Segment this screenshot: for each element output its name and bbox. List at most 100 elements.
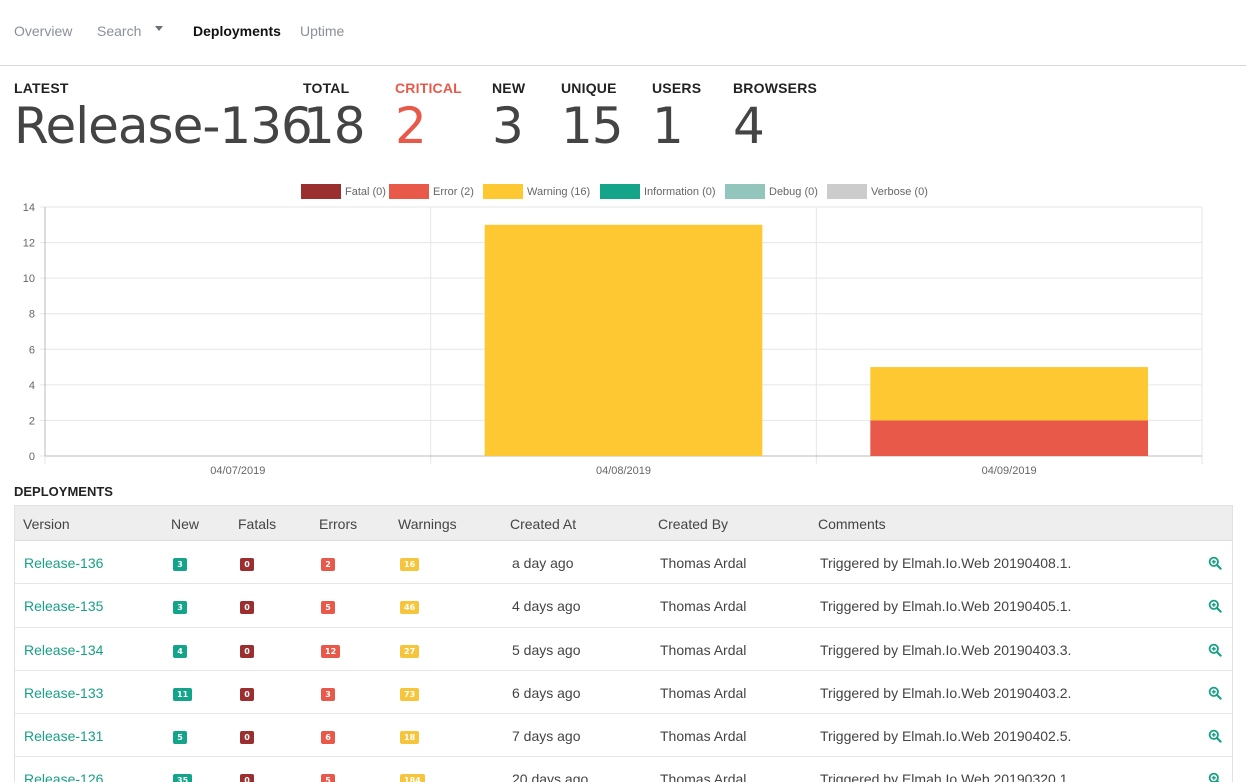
- new-badge: 5: [173, 731, 187, 745]
- stat-total: TOTAL 18: [303, 80, 366, 155]
- warnings-badge: 46: [400, 601, 420, 615]
- comments: Triggered by Elmah.Io.Web 20190405.1.: [820, 598, 1072, 615]
- y-tick-label: 4: [29, 380, 35, 392]
- stat-latest-label: LATEST: [14, 80, 69, 96]
- created-at: 6 days ago: [512, 684, 581, 701]
- stat-total-label: TOTAL: [303, 80, 350, 96]
- deployments-chart: 0 2 4 6 8 10 12 14 04/07/2019 04/08/2019 04/09/201…: [23, 184, 1203, 477]
- legend-entry: Fatal (0): [345, 186, 386, 198]
- stat-unique-value: 15: [561, 97, 624, 155]
- warnings-badge: 16: [400, 558, 420, 571]
- errors-badge: 3: [321, 687, 335, 701]
- y-tick-label: 10: [23, 273, 35, 285]
- version-link[interactable]: Release-126: [24, 771, 104, 782]
- version-link[interactable]: Release-131: [24, 728, 104, 745]
- tab-overview[interactable]: Overview: [14, 23, 73, 39]
- col-new[interactable]: New: [171, 516, 200, 532]
- legend-entry: Debug (0): [769, 186, 818, 198]
- errors-badge: 6: [321, 731, 335, 745]
- bar: [484, 224, 763, 456]
- table-row[interactable]: Release-135 3 0 5 46 4 days ago Thomas Ardal Tr…: [15, 584, 1232, 628]
- stat-users: USERS 1: [652, 80, 702, 155]
- stat-new-label: NEW: [492, 80, 526, 96]
- fatals-badge: 0: [240, 687, 254, 701]
- version-link[interactable]: Release-134: [24, 641, 104, 658]
- y-tick-label: 6: [29, 344, 35, 356]
- col-created-at[interactable]: Created At: [510, 516, 577, 532]
- comments: Triggered by Elmah.Io.Web 20190403.2.: [820, 684, 1072, 701]
- tab-uptime[interactable]: Uptime: [300, 23, 345, 39]
- col-created-by[interactable]: Created By: [658, 516, 729, 532]
- warnings-badge: 27: [400, 644, 420, 658]
- fatals-badge: 0: [240, 558, 254, 571]
- table-body: Release-136 3 0 2 16 a day ago Thomas Ardal Tri…: [15, 541, 1232, 782]
- new-badge: 11: [173, 687, 193, 701]
- errors-badge: 2: [321, 558, 335, 571]
- version-link[interactable]: Release-133: [24, 684, 104, 701]
- table-row[interactable]: Release-131 5 0 6 18 7 days ago Thomas Ardal Tr…: [15, 714, 1232, 758]
- version-link[interactable]: Release-136: [24, 555, 104, 571]
- stat-latest: LATEST Release-136: [14, 80, 313, 155]
- stat-unique-label: UNIQUE: [561, 80, 617, 96]
- comments: Triggered by Elmah.Io.Web 20190403.3.: [820, 641, 1072, 658]
- stat-users-value: 1: [652, 97, 684, 155]
- stat-unique: UNIQUE 15: [561, 80, 624, 155]
- zoom-in-icon[interactable]: [1208, 556, 1222, 570]
- fatals-badge: 0: [240, 644, 254, 658]
- zoom-in-icon[interactable]: [1208, 729, 1222, 743]
- stat-users-label: USERS: [652, 80, 702, 96]
- deployments-table: Version New Fatals Errors Warnings Creat…: [14, 505, 1233, 782]
- deployments-title: DEPLOYMENTS: [14, 484, 113, 499]
- col-errors[interactable]: Errors: [319, 516, 358, 532]
- tab-deployments[interactable]: Deployments: [193, 23, 281, 39]
- errors-badge: 5: [321, 774, 335, 782]
- comments: Triggered by Elmah.Io.Web 20190402.5.: [820, 728, 1072, 745]
- warnings-badge: 184: [400, 774, 425, 782]
- table-row[interactable]: Release-133 11 0 3 73 6 days ago Thomas Ardal T…: [15, 671, 1232, 715]
- stat-critical-label: CRITICAL: [395, 80, 462, 96]
- version-link[interactable]: Release-135: [24, 598, 104, 615]
- table-header: Version New Fatals Errors Warnings Creat…: [15, 506, 1232, 541]
- col-version[interactable]: Version: [23, 516, 70, 532]
- y-tick-label: 0: [29, 451, 35, 463]
- fatals-badge: 0: [240, 601, 254, 615]
- created-by: Thomas Ardal: [660, 684, 747, 701]
- table-row[interactable]: Release-134 4 0 12 27 5 days ago Thomas Ardal T…: [15, 628, 1232, 671]
- stat-critical-value: 2: [395, 97, 427, 155]
- zoom-in-icon[interactable]: [1208, 599, 1222, 613]
- created-at: a day ago: [512, 555, 574, 571]
- table-row[interactable]: Release-136 3 0 2 16 a day ago Thomas Ardal Tri…: [15, 541, 1232, 585]
- legend-entry: Information (0): [644, 186, 716, 198]
- warnings-badge: 73: [400, 687, 420, 701]
- y-tick-label: 8: [29, 309, 35, 321]
- zoom-in-icon[interactable]: [1208, 643, 1222, 657]
- comments: Triggered by Elmah.Io.Web 20190408.1.: [820, 555, 1072, 571]
- col-warnings[interactable]: Warnings: [398, 516, 457, 532]
- x-tick-label: 04/09/2019: [982, 465, 1037, 477]
- legend-swatch: [389, 184, 429, 199]
- y-tick-label: 12: [23, 238, 35, 250]
- stat-total-value: 18: [303, 97, 366, 155]
- stat-new-value: 3: [492, 97, 524, 155]
- zoom-in-icon[interactable]: [1208, 772, 1222, 782]
- chevron-down-icon[interactable]: [155, 26, 163, 31]
- created-by: Thomas Ardal: [660, 771, 747, 782]
- new-badge: 3: [173, 601, 187, 615]
- errors-badge: 12: [321, 644, 341, 658]
- errors-badge: 5: [321, 601, 335, 615]
- new-badge: 3: [173, 558, 187, 571]
- legend-entry: Error (2): [433, 186, 474, 198]
- new-badge: 4: [173, 644, 187, 658]
- stat-browsers: BROWSERS 4: [733, 80, 817, 155]
- table-row[interactable]: Release-126 35 0 5 184 20 days ago Thomas Arda…: [15, 757, 1232, 782]
- col-fatals[interactable]: Fatals: [238, 516, 277, 532]
- zoom-in-icon[interactable]: [1208, 686, 1222, 700]
- created-by: Thomas Ardal: [660, 598, 747, 615]
- fatals-badge: 0: [240, 774, 254, 782]
- tab-search[interactable]: Search: [97, 23, 142, 39]
- created-at: 7 days ago: [512, 728, 581, 745]
- col-comments[interactable]: Comments: [818, 516, 886, 532]
- stat-latest-value: Release-136: [14, 97, 313, 155]
- fatals-badge: 0: [240, 731, 254, 745]
- legend-swatch: [827, 184, 867, 199]
